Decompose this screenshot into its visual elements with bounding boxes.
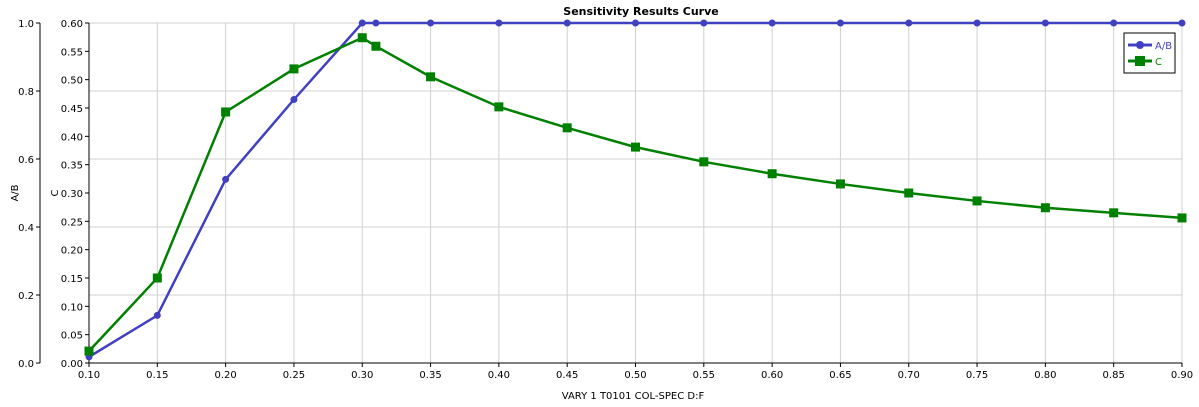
data-point-c [562,123,572,133]
data-point-c [1040,203,1050,213]
data-point-c [221,107,231,117]
legend-label-ab: A/B [1155,41,1172,52]
y-right-tick-label: 0.30 [61,189,83,200]
data-point-c [1177,213,1187,223]
y-right-tick-label: 0.55 [61,47,83,58]
x-tick-label: 0.65 [829,370,851,381]
y-right-tick-label: 0.10 [61,302,83,313]
y-left-tick-label: 0.4 [18,223,34,234]
legend-marker-c [1135,56,1145,66]
data-point-c [972,196,982,206]
data-point-c [84,346,94,356]
series-line-c [88,36,1183,352]
x-tick-label: 0.10 [78,370,100,381]
x-tick-label: 0.45 [556,370,578,381]
x-tick-label: 0.60 [761,370,783,381]
data-point-c [152,273,162,283]
x-tick-label: 0.15 [146,370,168,381]
data-point-ab [1041,19,1049,27]
x-tick-label: 0.50 [624,370,646,381]
data-point-c [631,142,640,152]
x-tick-label: 0.20 [214,370,236,381]
data-point-ab [1178,19,1186,27]
data-point-c [494,102,504,112]
y-right-tick-label: 0.50 [61,76,83,87]
y-right-tick-label: 0.60 [61,19,83,30]
x-axis-label: VARY 1 T0101 COL-SPEC D:F [562,391,705,402]
data-point-ab [632,19,639,27]
data-point-c [904,188,914,198]
y-right-tick-label: 0.40 [61,132,83,143]
y-right-tick-label: 0.00 [61,359,83,370]
data-point-c [835,179,845,189]
y-right-tick-label: 0.25 [61,217,83,228]
legend-box [1123,32,1176,74]
data-point-ab [905,19,913,27]
x-tick-label: 0.90 [1171,370,1193,381]
x-tick-label: 0.70 [898,370,920,381]
x-tick-label: 0.80 [1034,370,1056,381]
x-tick-label: 0.55 [693,370,715,381]
data-point-ab [358,19,366,27]
legend: A/B C [1123,32,1176,74]
data-point-ab [495,19,503,27]
legend-label-c: C [1155,57,1162,68]
y-right-axis-label: C [50,189,61,196]
data-point-c [371,41,381,51]
data-point-ab [222,175,230,183]
data-point-c [767,169,777,179]
legend-marker-ab [1136,41,1144,49]
y-left-tick-label: 0.6 [18,155,34,166]
x-tick-label: 0.75 [966,370,988,381]
y-left-tick-label: 0.2 [18,291,34,302]
y-right-tick-label: 0.15 [61,274,83,285]
data-point-ab [153,311,161,319]
y-right-tick-label: 0.20 [61,246,83,257]
data-point-ab [768,19,776,27]
x-tick-label: 0.35 [419,370,441,381]
x-tick-label: 0.40 [488,370,510,381]
data-point-ab [973,19,981,27]
x-tick-label: 0.30 [351,370,373,381]
y-left-axis-label: A/B [10,184,21,201]
y-right-tick-label: 0.45 [61,104,83,115]
data-point-ab [1110,19,1118,27]
data-point-ab [700,19,708,27]
y-right-tick-label: 0.35 [61,161,83,172]
x-tick-label: 0.85 [1103,370,1125,381]
y-left-tick-label: 0.8 [18,87,34,98]
series-line-ab [88,21,1182,358]
data-point-ab [563,19,571,27]
y-right-tick-label: 0.05 [61,331,83,342]
y-left-tick-label: 0.0 [18,359,34,370]
data-point-c [1109,208,1119,218]
data-point-ab [836,19,844,27]
data-point-c [289,64,299,74]
data-point-ab [290,96,298,103]
data-point-ab [427,19,435,27]
x-tick-label: 0.25 [283,370,305,381]
data-point-c [357,33,367,43]
chart-title: Sensitivity Results Curve [563,5,718,18]
data-point-c [426,72,436,82]
data-point-ab [372,19,380,27]
y-left-tick-label: 1.0 [18,19,34,30]
data-point-c [699,157,709,167]
